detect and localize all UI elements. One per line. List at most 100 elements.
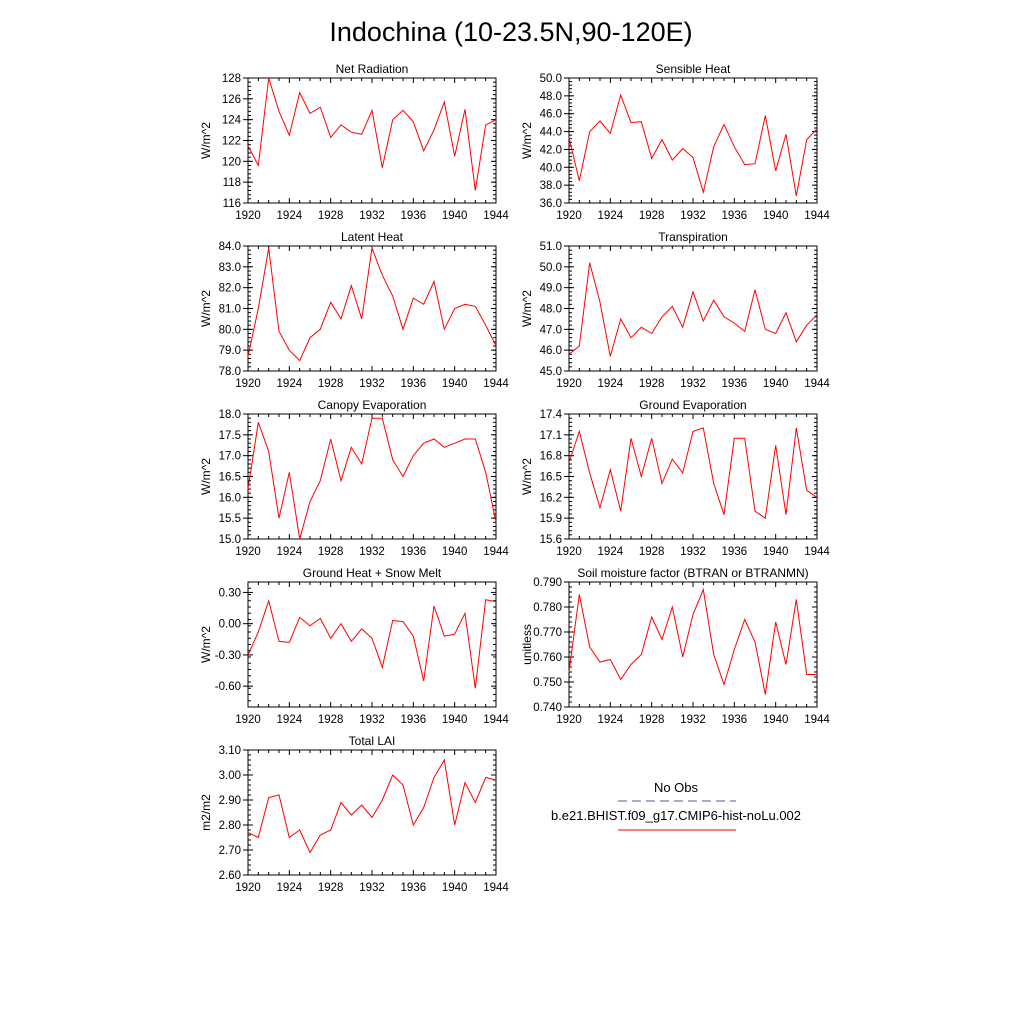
y-tick-label: 36.0 [540, 198, 562, 210]
panel-title: Ground Heat + Snow Melt [303, 566, 442, 580]
x-tick-label: 1932 [359, 714, 385, 726]
x-tick-label: 1936 [722, 714, 748, 726]
x-tick-label: 1940 [442, 714, 468, 726]
x-tick-label: 1920 [235, 546, 261, 558]
series-line [247, 599, 497, 689]
y-tick-label: 0.770 [533, 627, 562, 639]
y-tick-label: 0.780 [533, 602, 562, 614]
y-tick-label: 42.0 [540, 144, 562, 156]
y-tick-label: 48.0 [540, 91, 562, 103]
y-tick-label: 126 [222, 94, 241, 106]
y-tick-label: 118 [223, 177, 241, 189]
y-tick-label: 2.70 [219, 845, 241, 857]
x-tick-label: 1924 [598, 546, 624, 558]
y-tick-label: 81.0 [219, 304, 241, 316]
series-line [568, 587, 817, 695]
panel-title: Canopy Evaporation [318, 398, 427, 412]
y-axis-label: m2/m2 [199, 794, 213, 831]
x-tick-label: 1924 [598, 210, 624, 222]
x-tick-label: 1928 [318, 546, 344, 558]
y-tick-label: 79.0 [219, 345, 241, 357]
series-line [568, 427, 818, 520]
y-tick-label: 120 [222, 156, 241, 168]
x-tick-label: 1940 [763, 210, 789, 222]
y-tick-label: 3.10 [219, 745, 241, 757]
x-tick-label: 1944 [804, 210, 830, 222]
x-tick-label: 1920 [235, 378, 261, 390]
y-tick-label: 48.0 [540, 304, 562, 316]
y-tick-label: 0.790 [533, 577, 562, 589]
x-tick-label: 1940 [442, 378, 468, 390]
panel-title: Ground Evaporation [639, 398, 746, 412]
y-tick-label: 51.0 [540, 241, 562, 253]
panel-8: Soil moisture factor (BTRAN or BTRANMN) u… [520, 566, 830, 726]
y-tick-label: 40.0 [540, 162, 562, 174]
x-tick-label: 1936 [401, 546, 427, 558]
x-tick-label: 1944 [483, 882, 509, 894]
panel-title: Total LAI [349, 734, 396, 748]
legend-obs-label: No Obs [654, 780, 699, 795]
series-line [247, 417, 497, 540]
plot-frame [247, 581, 497, 708]
y-tick-label: 15.5 [219, 513, 241, 525]
x-tick-label: 1940 [442, 210, 468, 222]
x-tick-label: 1936 [722, 210, 748, 222]
y-tick-label: 15.9 [540, 513, 562, 525]
x-tick-label: 1940 [442, 546, 468, 558]
y-tick-label: 15.6 [540, 534, 562, 546]
x-tick-label: 1924 [598, 378, 624, 390]
panel-6: Ground Evaporation W/m^2 1920 1924 1928 1932 1… [520, 398, 830, 558]
y-axis-label: W/m^2 [520, 290, 534, 327]
y-tick-label: 38.0 [540, 180, 562, 192]
y-tick-label: 124 [222, 115, 242, 127]
y-tick-label: 47.0 [540, 324, 562, 336]
y-tick-label: 0.740 [533, 702, 562, 714]
y-tick-label: 2.80 [219, 820, 241, 832]
y-tick-label: 45.0 [540, 366, 562, 378]
x-tick-label: 1932 [359, 546, 385, 558]
panel-title: Sensible Heat [656, 62, 731, 76]
x-tick-label: 1924 [277, 714, 303, 726]
x-tick-label: 1928 [639, 210, 665, 222]
y-tick-label: 49.0 [540, 283, 562, 295]
y-axis-label: W/m^2 [520, 122, 534, 159]
x-tick-label: 1924 [277, 210, 303, 222]
y-tick-label: 16.0 [219, 492, 241, 504]
x-tick-label: 1928 [318, 210, 344, 222]
x-tick-label: 1932 [680, 546, 706, 558]
x-tick-label: 1936 [401, 882, 427, 894]
series-line [247, 758, 497, 854]
y-axis-label: W/m^2 [199, 122, 213, 159]
y-tick-label: 50.0 [540, 262, 562, 274]
x-tick-label: 1932 [680, 378, 706, 390]
y-tick-label: 83.0 [219, 262, 241, 274]
x-tick-label: 1928 [318, 378, 344, 390]
y-tick-label: 2.90 [219, 795, 241, 807]
y-axis-label: W/m^2 [199, 290, 213, 327]
y-tick-label: -0.30 [215, 650, 241, 662]
x-tick-label: 1936 [722, 378, 748, 390]
y-tick-label: 0.760 [533, 652, 562, 664]
x-tick-label: 1924 [277, 882, 303, 894]
y-tick-label: 84.0 [219, 241, 241, 253]
y-axis-label: W/m^2 [520, 458, 534, 495]
x-tick-label: 1920 [235, 714, 261, 726]
y-tick-label: 50.0 [540, 73, 562, 85]
x-tick-label: 1936 [401, 210, 427, 222]
x-tick-label: 1924 [277, 378, 303, 390]
x-tick-label: 1920 [556, 546, 582, 558]
series-line [568, 262, 818, 357]
y-tick-label: 3.00 [219, 770, 241, 782]
x-tick-label: 1932 [359, 378, 385, 390]
figure-title: Indochina (10-23.5N,90-120E) [329, 17, 692, 47]
y-tick-label: 0.750 [533, 677, 562, 689]
y-tick-label: 80.0 [219, 324, 241, 336]
y-tick-label: 15.0 [219, 534, 241, 546]
x-tick-label: 1920 [235, 882, 261, 894]
x-tick-label: 1940 [763, 378, 789, 390]
panel-9: Total LAI m2/m2 1920 1924 1928 1932 1936 1940 19… [199, 734, 509, 894]
panel-title: Net Radiation [336, 62, 409, 76]
x-tick-label: 1928 [639, 546, 665, 558]
plot-frame [247, 413, 497, 540]
